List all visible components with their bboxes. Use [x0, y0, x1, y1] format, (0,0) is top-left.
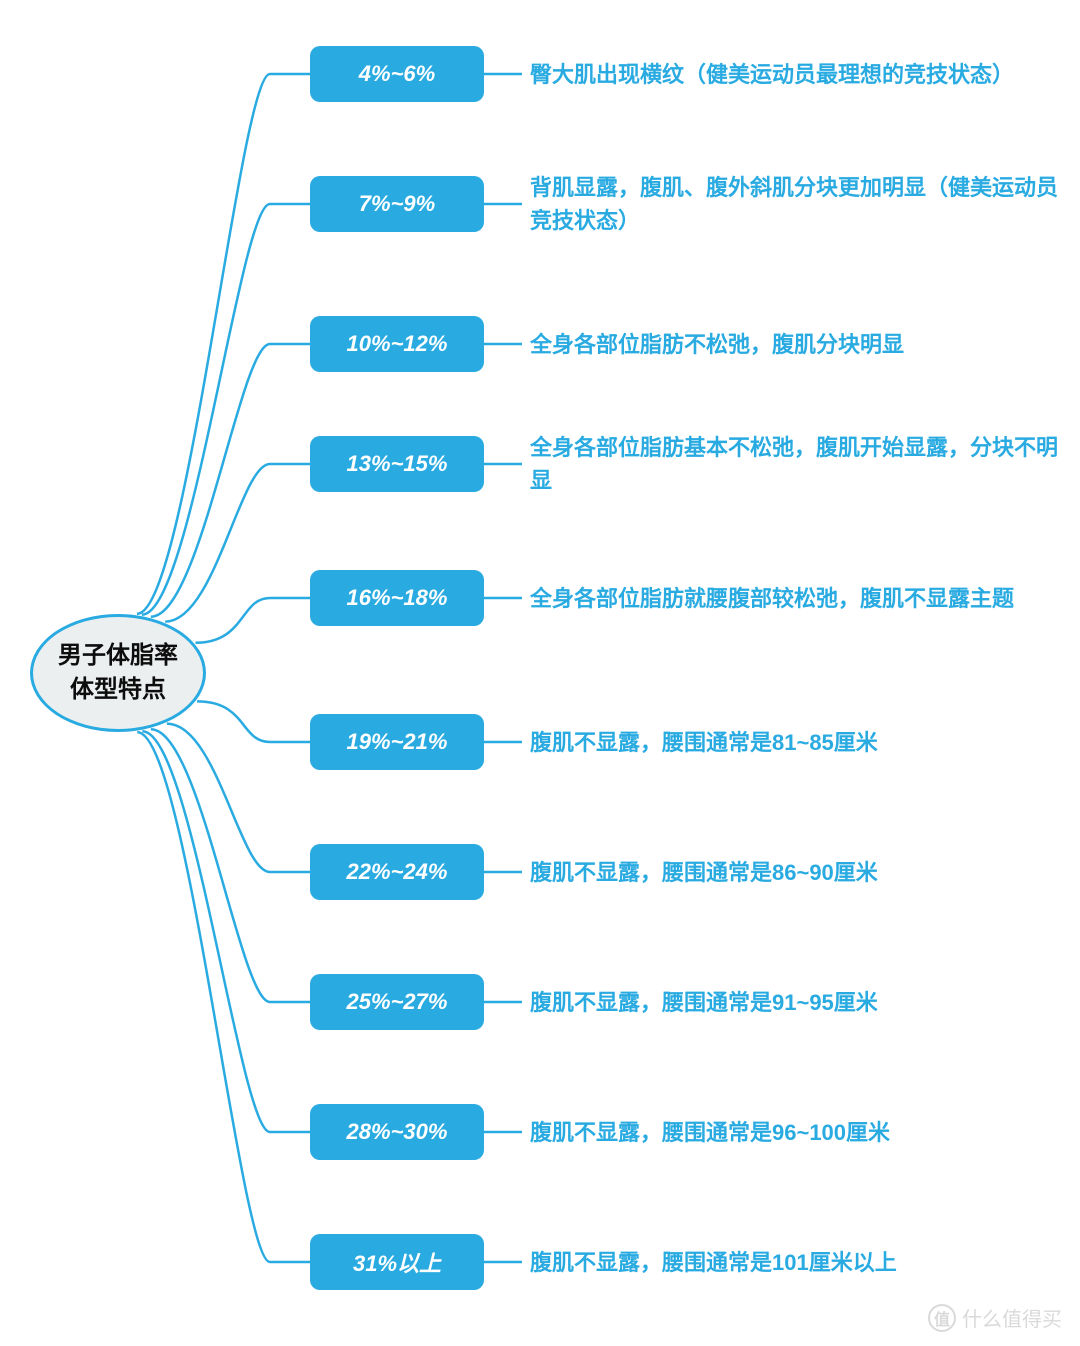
connector-root-branch-9: [137, 732, 310, 1262]
root-line2: 体型特点: [58, 673, 178, 707]
watermark-text: 什么值得买: [962, 1303, 1062, 1332]
connector-root-branch-7: [151, 729, 310, 1002]
branch-node-3: 13%~15%: [310, 436, 484, 492]
connector-root-branch-1: [142, 204, 310, 615]
branch-node-4: 16%~18%: [310, 570, 484, 626]
watermark: 值 什么值得买: [928, 1303, 1062, 1332]
branch-node-2: 10%~12%: [310, 316, 484, 372]
branch-range-label: 4%~6%: [359, 61, 435, 87]
branch-node-7: 25%~27%: [310, 974, 484, 1030]
branch-range-label: 28%~30%: [347, 1119, 448, 1145]
connector-root-branch-8: [142, 731, 310, 1132]
branch-node-9: 31%以上: [310, 1234, 484, 1290]
leaf-desc-0: 臀大肌出现横纹（健美运动员最理想的竞技状态）: [530, 58, 1060, 91]
leaf-desc-6: 腹肌不显露，腰围通常是86~90厘米: [530, 856, 1060, 889]
branch-node-1: 7%~9%: [310, 176, 484, 232]
branch-range-label: 31%以上: [353, 1246, 441, 1278]
leaf-desc-7: 腹肌不显露，腰围通常是91~95厘米: [530, 986, 1060, 1019]
root-node: 男子体脂率 体型特点: [30, 614, 206, 732]
branch-range-label: 25%~27%: [347, 989, 448, 1015]
branch-range-label: 7%~9%: [359, 191, 435, 217]
branch-range-label: 10%~12%: [347, 331, 448, 357]
connector-root-branch-4: [195, 598, 310, 643]
leaf-desc-2: 全身各部位脂肪不松弛，腹肌分块明显: [530, 328, 1060, 361]
connector-root-branch-6: [167, 724, 310, 872]
leaf-desc-5: 腹肌不显露，腰围通常是81~85厘米: [530, 726, 1060, 759]
connector-root-branch-3: [165, 464, 310, 622]
leaf-desc-1: 背肌显露，腹肌、腹外斜肌分块更加明显（健美运动员竞技状态）: [530, 171, 1060, 237]
root-line1: 男子体脂率: [58, 639, 178, 673]
leaf-desc-3: 全身各部位脂肪基本不松弛，腹肌开始显露，分块不明显: [530, 431, 1060, 497]
branch-range-label: 16%~18%: [347, 585, 448, 611]
watermark-badge: 值: [928, 1304, 956, 1332]
branch-range-label: 19%~21%: [347, 729, 448, 755]
connector-root-branch-2: [151, 344, 310, 617]
branch-node-0: 4%~6%: [310, 46, 484, 102]
leaf-desc-4: 全身各部位脂肪就腰腹部较松弛，腹肌不显露主题: [530, 582, 1060, 615]
connector-root-branch-0: [137, 74, 310, 614]
branch-node-6: 22%~24%: [310, 844, 484, 900]
branch-node-8: 28%~30%: [310, 1104, 484, 1160]
leaf-desc-9: 腹肌不显露，腰围通常是101厘米以上: [530, 1246, 1060, 1279]
branch-range-label: 22%~24%: [347, 859, 448, 885]
branch-node-5: 19%~21%: [310, 714, 484, 770]
branch-range-label: 13%~15%: [347, 451, 448, 477]
leaf-desc-8: 腹肌不显露，腰围通常是96~100厘米: [530, 1116, 1060, 1149]
connector-root-branch-5: [197, 701, 310, 742]
